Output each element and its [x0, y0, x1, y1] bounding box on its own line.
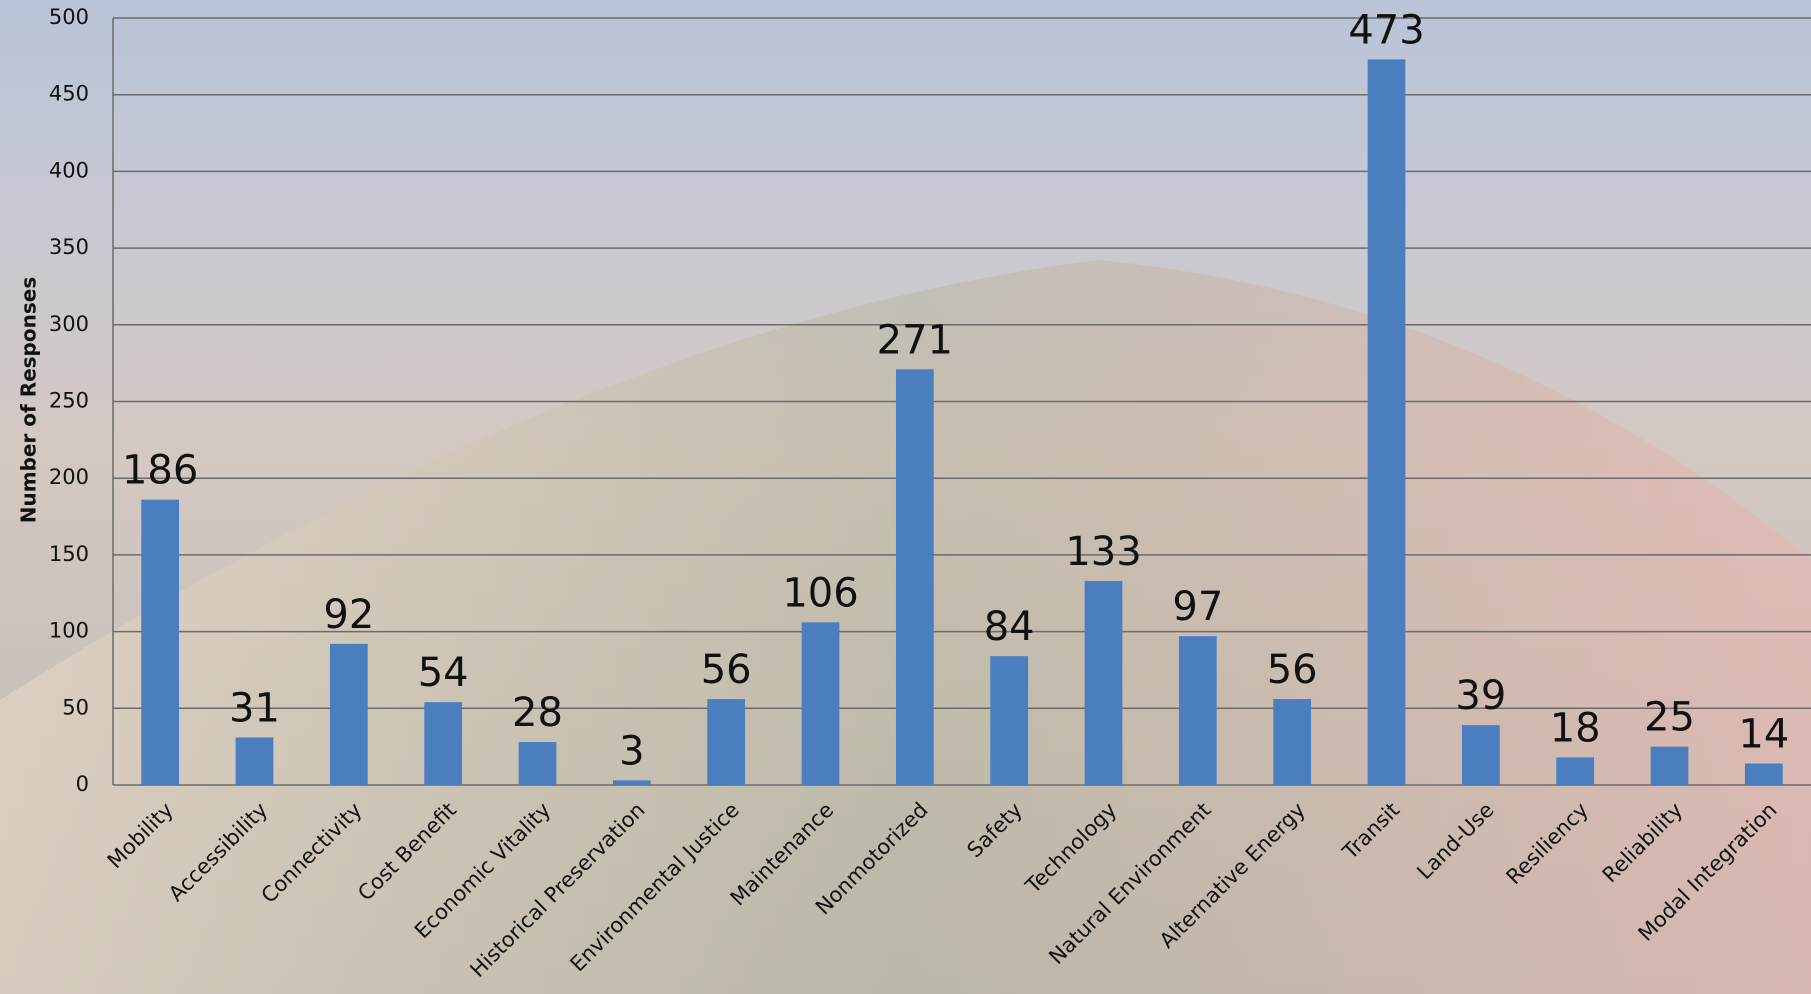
y-tick-label: 400	[49, 158, 89, 182]
value-label: 271	[877, 317, 953, 363]
value-label: 31	[229, 685, 280, 731]
y-tick-label: 300	[49, 312, 89, 336]
y-tick-label: 350	[49, 235, 89, 259]
y-axis-title: Number of Responses	[17, 277, 41, 523]
value-label: 56	[701, 647, 752, 693]
value-label: 133	[1065, 529, 1141, 575]
y-tick-label: 100	[49, 619, 89, 643]
bar	[1367, 59, 1406, 786]
bar	[1650, 746, 1689, 785]
y-tick-label: 50	[62, 695, 89, 719]
bar	[801, 622, 840, 785]
value-label: 92	[323, 592, 374, 638]
value-label: 39	[1455, 673, 1506, 719]
y-tick-label: 0	[76, 772, 89, 796]
bar	[990, 656, 1029, 785]
y-tick-label: 200	[49, 465, 89, 489]
value-label: 28	[512, 690, 563, 736]
value-label: 106	[782, 570, 858, 616]
bar	[1556, 757, 1595, 785]
bar	[235, 737, 274, 785]
value-label: 186	[122, 448, 198, 494]
y-tick-label: 250	[49, 389, 89, 413]
value-label: 18	[1550, 705, 1601, 751]
value-label: 56	[1267, 647, 1318, 693]
value-label: 473	[1348, 7, 1424, 53]
bar	[1744, 763, 1783, 785]
y-tick-label: 500	[49, 5, 89, 29]
bar	[1461, 725, 1500, 785]
bar	[141, 499, 180, 785]
value-label: 25	[1644, 695, 1695, 741]
value-label: 97	[1172, 584, 1223, 630]
bar	[424, 702, 463, 785]
bar	[612, 780, 651, 785]
y-tick-label: 450	[49, 82, 89, 106]
value-label: 54	[418, 650, 469, 696]
bar	[329, 643, 368, 785]
bar	[707, 699, 746, 785]
bar	[895, 369, 934, 785]
value-label: 3	[619, 728, 644, 774]
bar	[1084, 580, 1123, 785]
value-label: 14	[1738, 712, 1789, 758]
value-label: 84	[984, 604, 1035, 650]
bar	[1178, 636, 1217, 785]
bar	[1273, 699, 1312, 785]
bar	[518, 742, 557, 785]
y-tick-label: 150	[49, 542, 89, 566]
